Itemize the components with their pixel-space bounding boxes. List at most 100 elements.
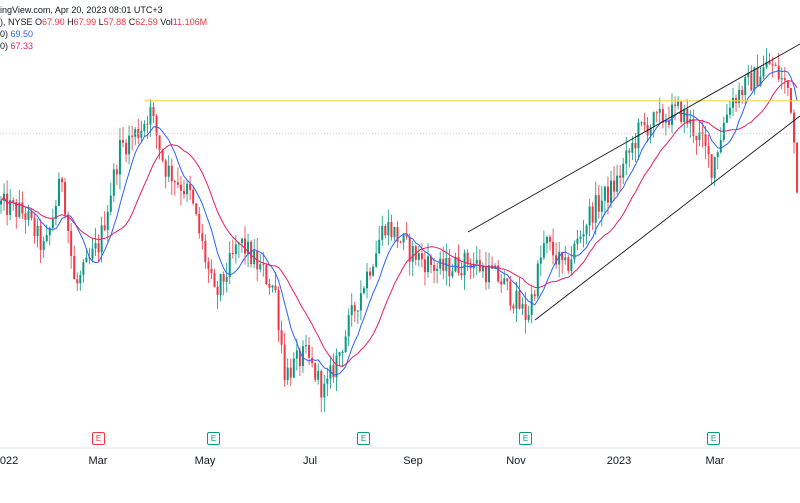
candle-body <box>515 290 518 309</box>
legend-row-ma-fast: 0) 69.50 <box>0 28 207 40</box>
candle-body <box>158 135 161 151</box>
candle-body <box>122 140 124 143</box>
earnings-marker-icon[interactable]: E <box>519 432 532 445</box>
candle-body <box>91 248 94 259</box>
candle-body <box>530 294 533 315</box>
candle-body <box>747 72 750 78</box>
candle-body <box>131 135 134 137</box>
earnings-marker-icon[interactable]: E <box>207 432 220 445</box>
candle-body <box>335 355 338 378</box>
candle-body <box>274 285 277 291</box>
earnings-marker-icon[interactable]: E <box>357 432 370 445</box>
candle-body <box>503 278 506 285</box>
candle-body <box>460 273 463 276</box>
volume-value: 11.106M <box>172 17 208 27</box>
candle-body <box>661 109 664 123</box>
candle-body <box>567 257 570 271</box>
candle-body <box>689 119 692 124</box>
high-label: H <box>67 17 74 27</box>
candle-body <box>655 112 658 114</box>
candle-body <box>387 222 390 236</box>
candle-body <box>67 214 70 232</box>
candle-body <box>362 288 365 294</box>
candle-body <box>244 238 246 254</box>
candle-body <box>430 256 433 266</box>
candle-body <box>332 365 335 378</box>
low-value: 57.88 <box>103 17 127 27</box>
candle-body <box>622 163 625 178</box>
candle-body <box>536 263 539 297</box>
candle-body <box>311 357 314 364</box>
candle-body <box>207 262 210 269</box>
candle-body <box>664 120 667 123</box>
candle-body <box>57 178 60 206</box>
candle-body <box>512 305 515 309</box>
earnings-marker-icon[interactable]: E <box>707 432 720 445</box>
candle-body <box>756 67 759 86</box>
candle-body <box>295 350 298 359</box>
candle-body <box>15 202 18 217</box>
candle-body <box>73 256 76 280</box>
candle-body <box>359 293 362 311</box>
candle-body <box>247 241 250 254</box>
candle-body <box>631 142 634 153</box>
candle-body <box>314 363 317 380</box>
candle-body <box>286 367 289 381</box>
candle-body <box>658 109 661 113</box>
x-tick-label: Mar <box>88 455 108 467</box>
candle-body <box>433 265 436 271</box>
candle-body <box>762 67 765 77</box>
volume-label: Vol <box>160 17 173 27</box>
candle-body <box>716 152 719 157</box>
candle-body <box>570 259 573 271</box>
candle-body <box>600 200 603 212</box>
candle-body <box>173 181 176 183</box>
x-tick-label: 2023 <box>606 455 632 467</box>
candle-body <box>524 304 527 320</box>
candle-body <box>408 236 411 262</box>
candle-body <box>79 274 82 284</box>
candle-body <box>625 150 628 164</box>
candle-body <box>582 234 585 237</box>
candle-body <box>30 211 33 219</box>
candle-body <box>161 150 164 161</box>
candle-body <box>149 107 152 125</box>
high-value: 67.99 <box>73 17 97 27</box>
candle-body <box>192 189 195 204</box>
candle-body <box>753 67 756 91</box>
drawings-group <box>0 43 800 321</box>
candle-body <box>741 89 744 95</box>
channel-upper-line[interactable] <box>467 43 800 233</box>
candle-body <box>12 200 15 203</box>
candle-body <box>198 213 201 234</box>
candle-body <box>271 285 274 288</box>
candle-body <box>771 64 774 66</box>
candle-body <box>427 256 429 273</box>
candle-body <box>222 274 225 282</box>
candle-body <box>725 114 728 123</box>
candle-body <box>497 265 500 282</box>
candle-body <box>732 98 734 108</box>
ma-fast-line <box>0 69 798 376</box>
candle-body <box>634 142 637 149</box>
candle-body <box>640 122 643 124</box>
candle-body <box>179 184 182 191</box>
candle-body <box>33 218 36 237</box>
candle-body <box>500 281 503 285</box>
channel-lower-line[interactable] <box>534 115 800 321</box>
candle-body <box>85 257 88 263</box>
candle-body <box>719 139 722 153</box>
candle-body <box>411 246 414 262</box>
candle-body <box>167 165 170 177</box>
candle-body <box>27 211 30 220</box>
candle-body <box>594 195 597 223</box>
candle-body <box>210 268 213 274</box>
candle-body <box>283 344 286 381</box>
close-value: 62.59 <box>135 17 158 27</box>
candle-body <box>728 107 731 115</box>
candle-body <box>195 203 198 214</box>
open-label: O <box>35 17 43 27</box>
earnings-marker-icon[interactable]: E <box>92 432 105 445</box>
candle-body <box>780 78 783 80</box>
